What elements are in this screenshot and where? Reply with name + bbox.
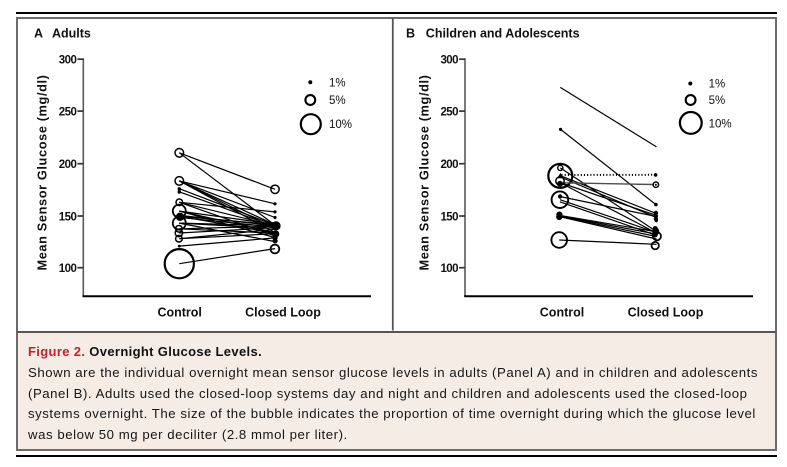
svg-text:100: 100 (440, 263, 458, 275)
svg-text:200: 200 (440, 159, 458, 171)
svg-text:10%: 10% (329, 119, 352, 131)
svg-text:B: B (406, 27, 415, 41)
svg-text:A: A (34, 27, 43, 41)
svg-text:1%: 1% (709, 79, 726, 91)
svg-text:1%: 1% (329, 77, 346, 89)
svg-text:Mean Sensor Glucose (mg/dl): Mean Sensor Glucose (mg/dl) (35, 74, 50, 270)
svg-text:10%: 10% (709, 119, 732, 131)
svg-text:100: 100 (59, 263, 77, 275)
svg-text:Mean Sensor Glucose (mg/dl): Mean Sensor Glucose (mg/dl) (416, 74, 431, 270)
svg-text:250: 250 (440, 106, 458, 118)
svg-text:Closed Loop: Closed Loop (245, 306, 321, 320)
svg-text:Adults: Adults (52, 27, 91, 41)
svg-text:250: 250 (59, 106, 77, 118)
svg-text:Closed Loop: Closed Loop (628, 306, 704, 320)
svg-text:200: 200 (59, 159, 77, 171)
svg-text:300: 300 (440, 55, 458, 67)
svg-text:150: 150 (440, 211, 458, 223)
svg-text:Control: Control (540, 306, 584, 320)
svg-text:300: 300 (59, 55, 77, 67)
svg-text:150: 150 (59, 211, 77, 223)
svg-text:5%: 5% (709, 95, 726, 107)
svg-text:Control: Control (157, 306, 201, 320)
svg-text:5%: 5% (329, 95, 346, 107)
svg-text:Children and Adolescents: Children and Adolescents (426, 27, 580, 41)
